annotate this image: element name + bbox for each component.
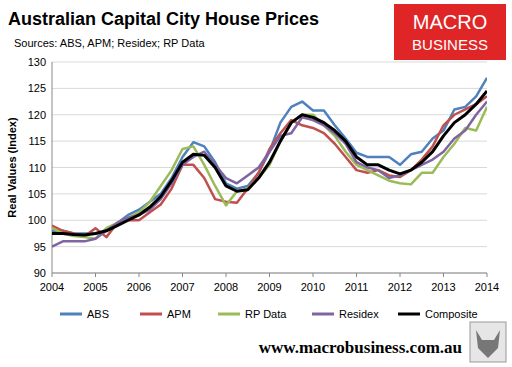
x-tick <box>182 273 183 277</box>
logo-text: MACRO <box>413 11 487 33</box>
y-tick-label: 105 <box>28 188 46 200</box>
x-tick <box>269 273 270 277</box>
website: www.macrobusiness.com.au <box>259 338 462 357</box>
subtitle: Sources: ABS, APM; Residex; RP Data <box>14 37 205 49</box>
x-tick <box>313 273 314 277</box>
x-tick-label: 2004 <box>40 281 64 293</box>
grid-line <box>52 167 487 168</box>
y-axis-label: Real Values (Index) <box>6 117 18 218</box>
x-tick <box>400 273 401 277</box>
chart: Australian Capital City House Prices Sour… <box>0 0 512 367</box>
x-tick-label: 2012 <box>388 281 412 293</box>
legend-label: ABS <box>87 308 109 320</box>
y-tick-label: 95 <box>34 241 46 253</box>
y-tick-label: 130 <box>28 56 46 68</box>
y-tick-label: 125 <box>28 82 46 94</box>
emblem <box>470 322 506 362</box>
y-axis <box>52 62 53 273</box>
x-tick <box>95 273 96 277</box>
legend-swatch <box>312 313 334 316</box>
legend-swatch <box>60 313 82 316</box>
y-tick-label: 110 <box>28 162 46 174</box>
y-tick-label: 100 <box>28 214 46 226</box>
grid-line <box>52 273 487 274</box>
x-tick <box>487 273 488 277</box>
x-tick-label: 2013 <box>431 281 455 293</box>
x-tick <box>52 273 53 277</box>
grid-line <box>52 220 487 221</box>
x-tick-label: 2010 <box>301 281 325 293</box>
y-tick-label: 120 <box>28 109 46 121</box>
legend-label: RP Data <box>245 308 287 320</box>
x-tick-label: 2011 <box>345 281 369 293</box>
grid-line <box>52 114 487 115</box>
logo-text: BUSINESS <box>412 36 488 53</box>
x-tick-label: 2005 <box>83 281 107 293</box>
legend-label: Composite <box>425 308 478 320</box>
x-tick <box>443 273 444 277</box>
x-tick-label: 2009 <box>257 281 281 293</box>
legend-swatch <box>140 313 162 316</box>
grid <box>52 62 487 273</box>
x-tick-label: 2014 <box>475 281 499 293</box>
grid-line <box>52 246 487 247</box>
legend-swatch <box>218 313 240 316</box>
grid-line <box>52 88 487 89</box>
legend-swatch <box>398 313 420 316</box>
x-tick-label: 2007 <box>170 281 194 293</box>
legend-label: APM <box>167 308 191 320</box>
series-line <box>52 107 487 239</box>
grid-line <box>52 193 487 194</box>
x-tick <box>226 273 227 277</box>
legend-label: Residex <box>339 308 379 320</box>
grid-line <box>52 141 487 142</box>
series-group <box>52 78 487 247</box>
background <box>0 0 512 367</box>
x-tick-label: 2008 <box>214 281 238 293</box>
x-tick <box>356 273 357 277</box>
grid-line <box>52 62 487 63</box>
emblem-icon <box>476 330 500 358</box>
title: Australian Capital City House Prices <box>8 9 319 29</box>
x-tick <box>139 273 140 277</box>
y-tick-label: 115 <box>28 135 46 147</box>
series-line <box>52 91 487 235</box>
x-tick-label: 2006 <box>127 281 151 293</box>
series-line <box>52 78 487 234</box>
x-axis <box>52 273 487 274</box>
y-tick-label: 90 <box>34 267 46 279</box>
logo-box <box>394 4 506 60</box>
